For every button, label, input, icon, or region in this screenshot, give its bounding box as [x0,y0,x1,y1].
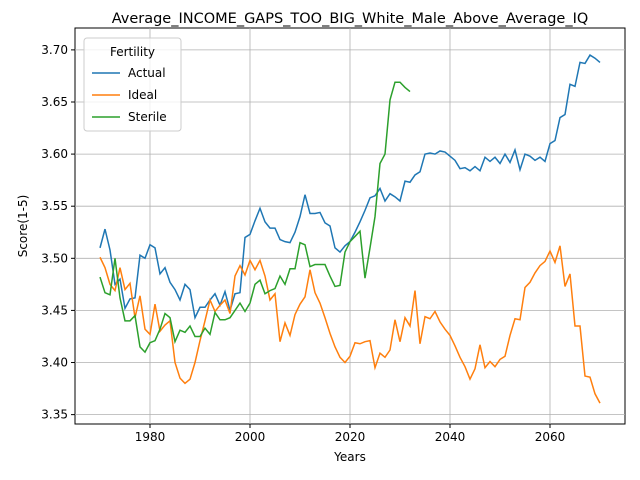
y-tick-label: 3.60 [41,147,68,161]
chart-title: Average_INCOME_GAPS_TOO_BIG_White_Male_A… [112,11,589,27]
y-tick-label: 3.45 [41,303,68,317]
x-tick-label: 1980 [135,430,166,444]
x-axis-label: Years [333,450,366,464]
legend-box [83,37,182,132]
legend-title: Fertility [110,45,155,59]
series-line [99,81,411,354]
legend-label: Sterile [128,110,167,124]
y-tick-label: 3.70 [41,43,68,57]
series-line [99,245,601,404]
y-tick-label: 3.55 [41,199,68,213]
legend-label: Ideal [128,88,157,102]
y-tick-label: 3.65 [41,95,68,109]
x-tick-label: 2040 [435,430,466,444]
y-tick-label: 3.40 [41,356,68,370]
legend-label: Actual [128,66,166,80]
y-tick-label: 3.50 [41,251,68,265]
x-tick-label: 2020 [335,430,366,444]
x-tick-label: 2000 [235,430,266,444]
y-axis-label: Score(1-5) [16,195,30,258]
y-tick-label: 3.35 [41,408,68,422]
x-tick-label: 2060 [535,430,566,444]
